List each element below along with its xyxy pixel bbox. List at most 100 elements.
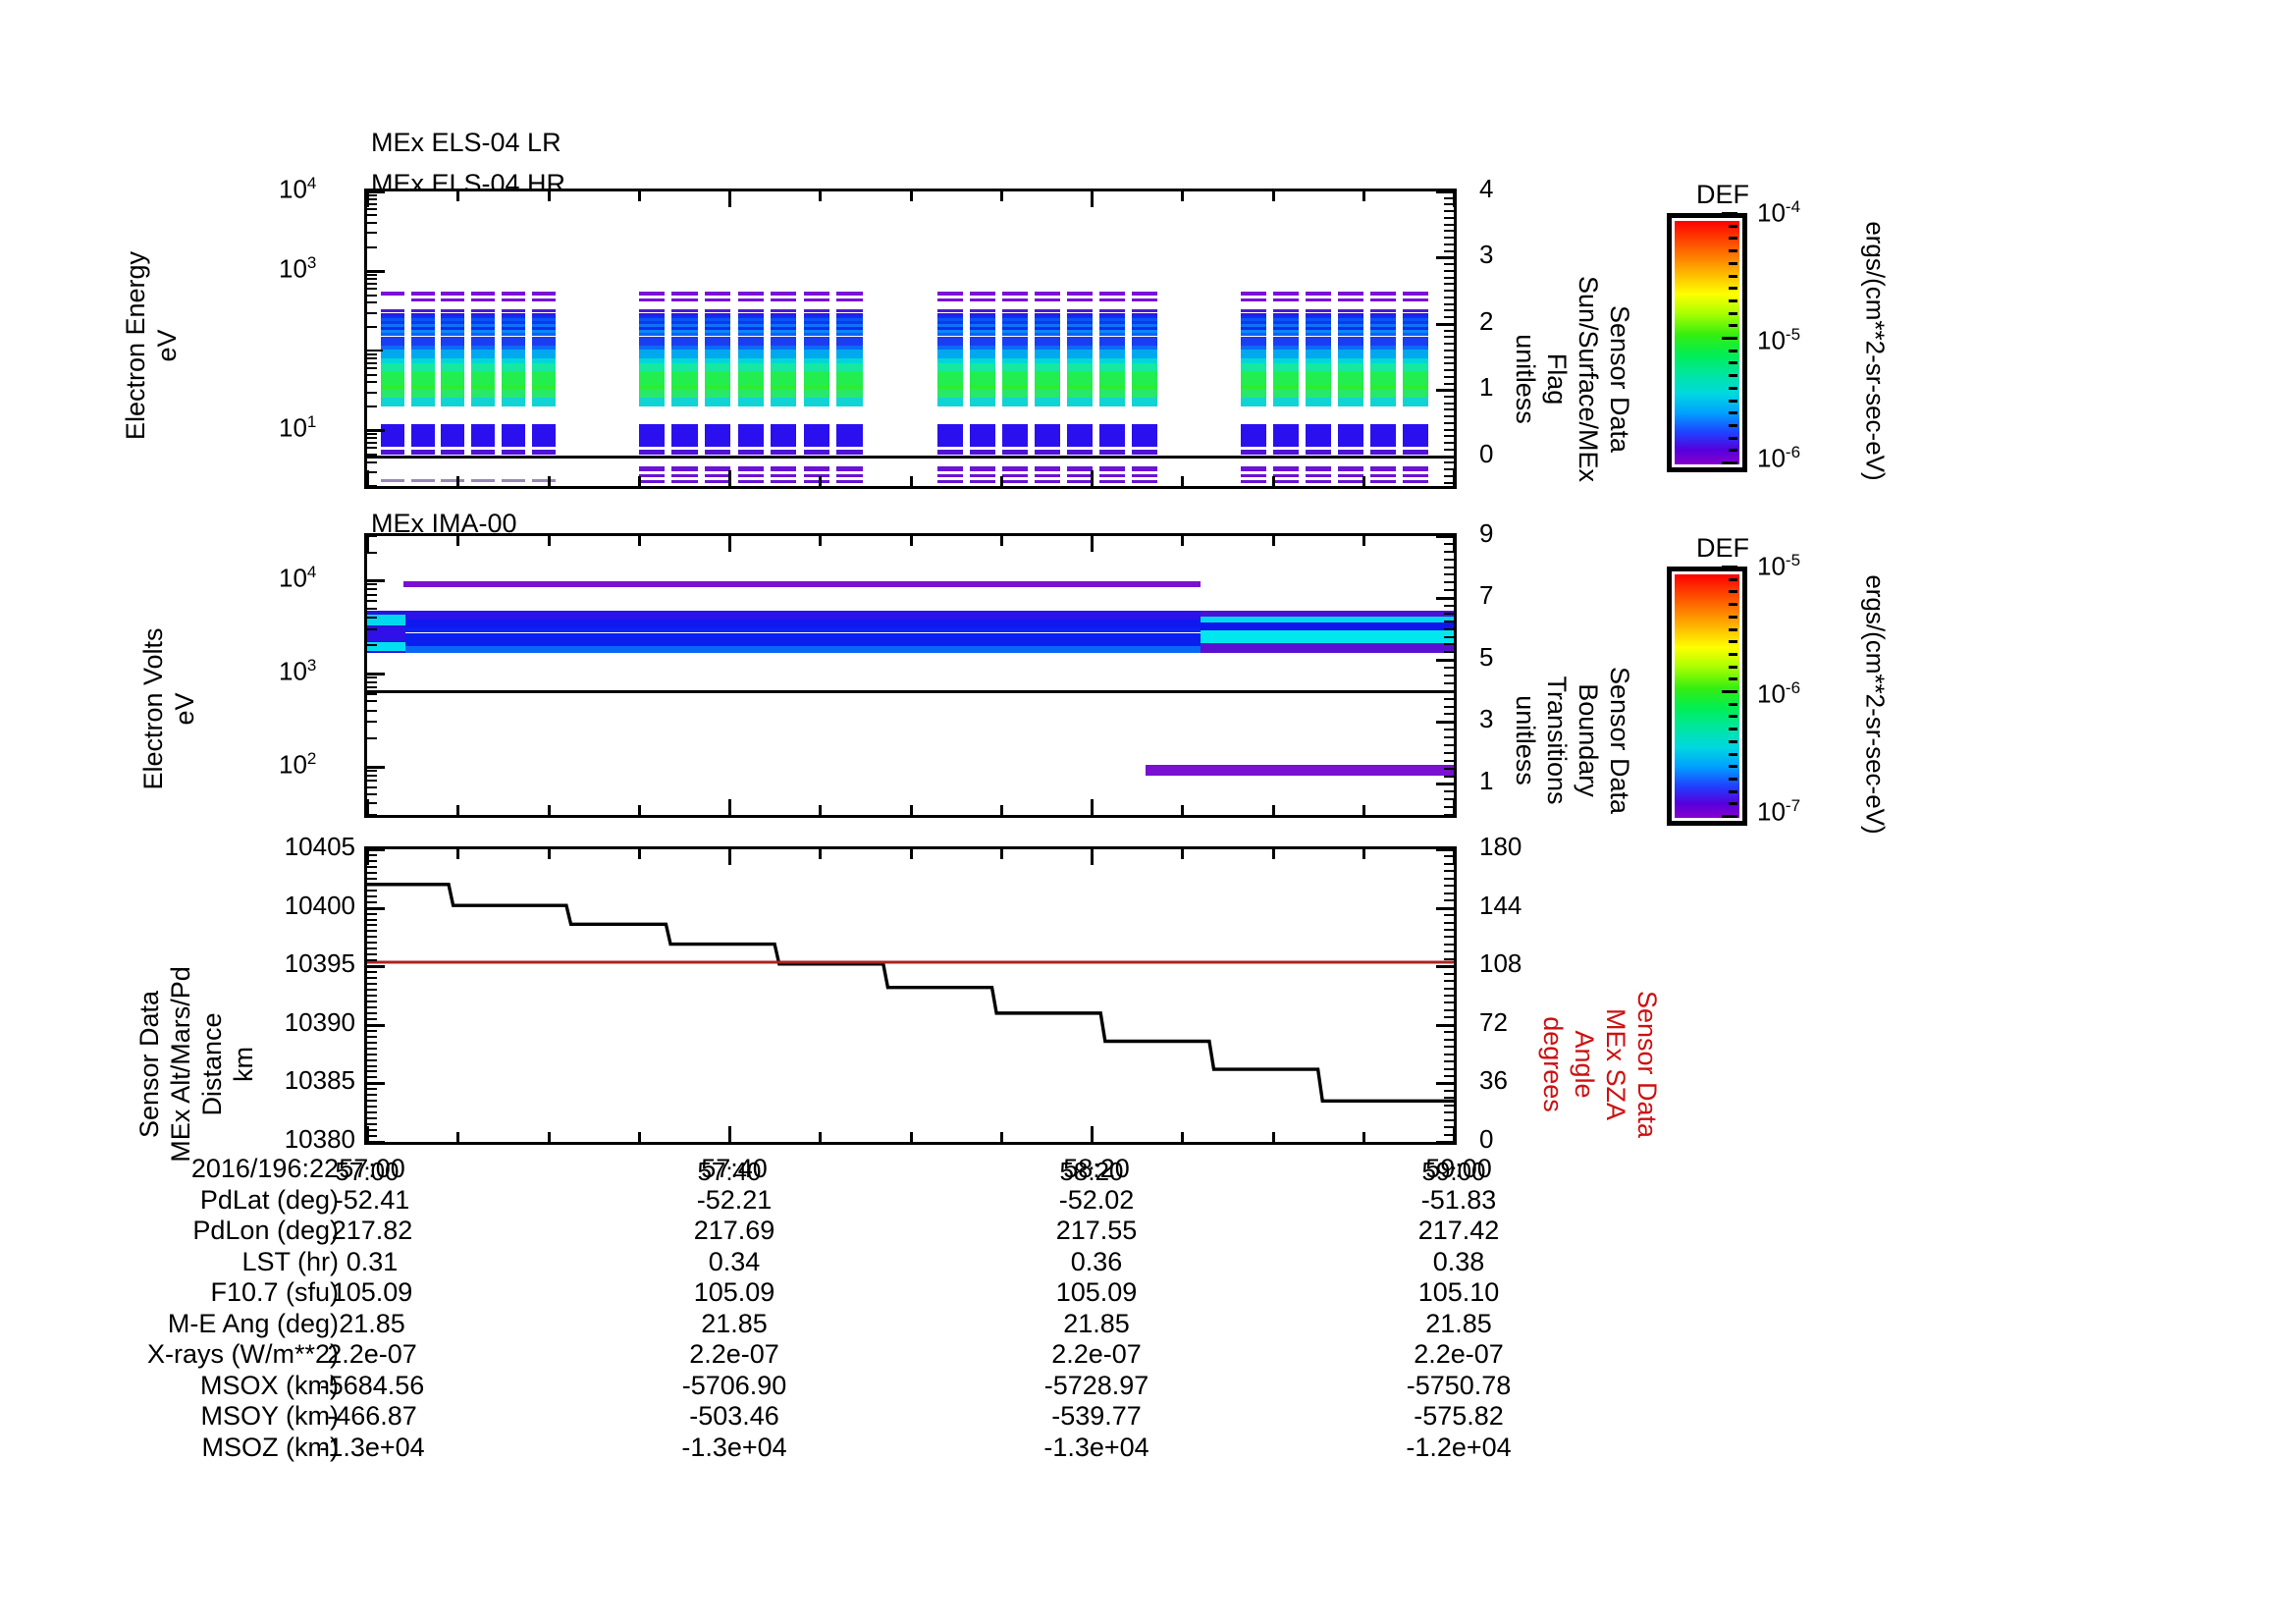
panel1-column — [1131, 336, 1157, 342]
panel1-column — [471, 318, 496, 322]
panel2-xtick-top — [366, 536, 369, 552]
panel1-column — [638, 398, 665, 403]
panel1-column-purple — [1370, 298, 1397, 302]
panel1-column — [1098, 309, 1125, 313]
panel1-column — [410, 333, 435, 337]
panel1-column — [1338, 315, 1364, 319]
panel3-right-minortick — [1444, 1046, 1454, 1049]
panel1-column — [671, 324, 698, 328]
panel1-column-purple — [380, 291, 404, 296]
panel1-column — [1338, 362, 1364, 367]
panel1-xtick-bottom — [366, 470, 369, 486]
panel1-column — [970, 353, 995, 359]
panel1-column — [1131, 371, 1157, 376]
panel1-column — [704, 309, 731, 313]
panel1-column — [410, 362, 435, 367]
panel1-column — [471, 324, 496, 328]
panel1-right-minortick — [1444, 210, 1454, 213]
panel1-column — [380, 393, 404, 398]
panel1-xtick-bottom — [1091, 470, 1094, 486]
panel1-column — [471, 330, 496, 334]
panel1-column — [836, 333, 863, 337]
panel1-column — [771, 312, 797, 316]
panel1-left-minortick — [367, 405, 377, 407]
colorbar1[interactable] — [1667, 213, 1747, 472]
panel1-column — [1403, 375, 1429, 381]
panel1-column — [1306, 393, 1332, 398]
panel1-column — [1002, 324, 1028, 328]
panel1-spectrogram-plot[interactable] — [364, 189, 1457, 489]
panel1-column — [1241, 350, 1266, 354]
panel1-column — [1002, 358, 1028, 363]
panel1-column — [1273, 375, 1300, 381]
panel1-column — [937, 353, 963, 359]
panel3-xtick-top — [1091, 849, 1094, 865]
panel2-spectrogram-plot[interactable] — [364, 533, 1457, 818]
colorbar2-tick — [1729, 615, 1737, 619]
panel1-column-lowband — [1066, 473, 1093, 478]
panel1-column — [1002, 321, 1028, 325]
colorbar2[interactable] — [1667, 567, 1747, 826]
panel1-left-minortick — [367, 214, 377, 217]
panel1-column — [1035, 353, 1060, 359]
panel1-column-lowband — [1241, 473, 1266, 478]
panel1-column — [531, 358, 556, 363]
panel1-right-minortick — [1444, 296, 1454, 298]
panel1-column — [501, 336, 525, 342]
panel1-column — [970, 315, 995, 319]
panel1-column — [410, 398, 435, 403]
panel1-column — [638, 321, 665, 325]
panel2-right-minortick — [1444, 581, 1454, 584]
panel1-column — [1131, 321, 1157, 325]
p2r-l1: Boundary — [1574, 683, 1603, 797]
panel1-column — [836, 358, 863, 363]
panel1-column — [1131, 345, 1157, 351]
panel1-column — [1098, 393, 1125, 398]
ephemeris-table: 2016/196:22 57:00 57:40 58:20 59:00 PdLat (de… — [0, 1154, 2296, 1462]
panel1-column — [1066, 353, 1093, 359]
panel1-column — [970, 318, 995, 322]
panel2-left-minortick — [367, 535, 377, 537]
panel1-column — [1035, 330, 1060, 334]
panel2-left-tick-1: 103 — [279, 655, 317, 686]
panel1-right-minortick — [1444, 461, 1454, 464]
panel1-column — [803, 393, 829, 398]
panel1-xtick-bottom — [456, 476, 460, 486]
panel1-column — [638, 393, 665, 398]
panel3-left-minortick — [367, 918, 377, 921]
panel1-column-lowband — [1002, 473, 1028, 478]
panel1-column — [1338, 341, 1364, 346]
panel1-column-lowband — [1098, 473, 1125, 478]
panel1-column — [704, 393, 731, 398]
colorbar2-title: DEF — [1696, 533, 1749, 563]
panel3-left-minortick — [367, 1123, 377, 1126]
panel3-left-minortick — [367, 977, 377, 980]
panel3-left-minortick — [367, 859, 377, 862]
panel1-column — [380, 350, 404, 354]
table-cell: 2.2e-07 — [327, 1339, 417, 1369]
panel1-column — [737, 350, 764, 354]
colorbar2-tick-mid: 10-6 — [1757, 677, 1801, 709]
panel1-column — [803, 402, 829, 406]
panel3-left-minortick — [367, 1041, 377, 1044]
panel1-column — [380, 318, 404, 322]
panel1-left-minortick — [367, 437, 377, 440]
panel3-left-minortick — [367, 894, 377, 897]
panel1-column — [937, 350, 963, 354]
panel3-xtick-bottom — [1271, 1132, 1275, 1142]
panel1-column — [771, 358, 797, 363]
panel2-left-minortick — [367, 721, 377, 724]
panel1-column-lowband — [410, 478, 435, 482]
panel1-column — [1098, 423, 1125, 448]
panel1-right-tick-3: 3 — [1479, 240, 1494, 270]
panel1-column — [671, 371, 698, 376]
panel1-column — [737, 393, 764, 398]
panel1-column — [531, 389, 556, 394]
panel3-altitude-plot[interactable] — [364, 846, 1457, 1145]
panel1-column — [531, 423, 556, 448]
panel2-band — [367, 614, 405, 625]
panel1-column — [1403, 362, 1429, 367]
panel1-column — [1338, 380, 1364, 385]
panel1-column — [771, 398, 797, 403]
panel1-column — [638, 318, 665, 322]
